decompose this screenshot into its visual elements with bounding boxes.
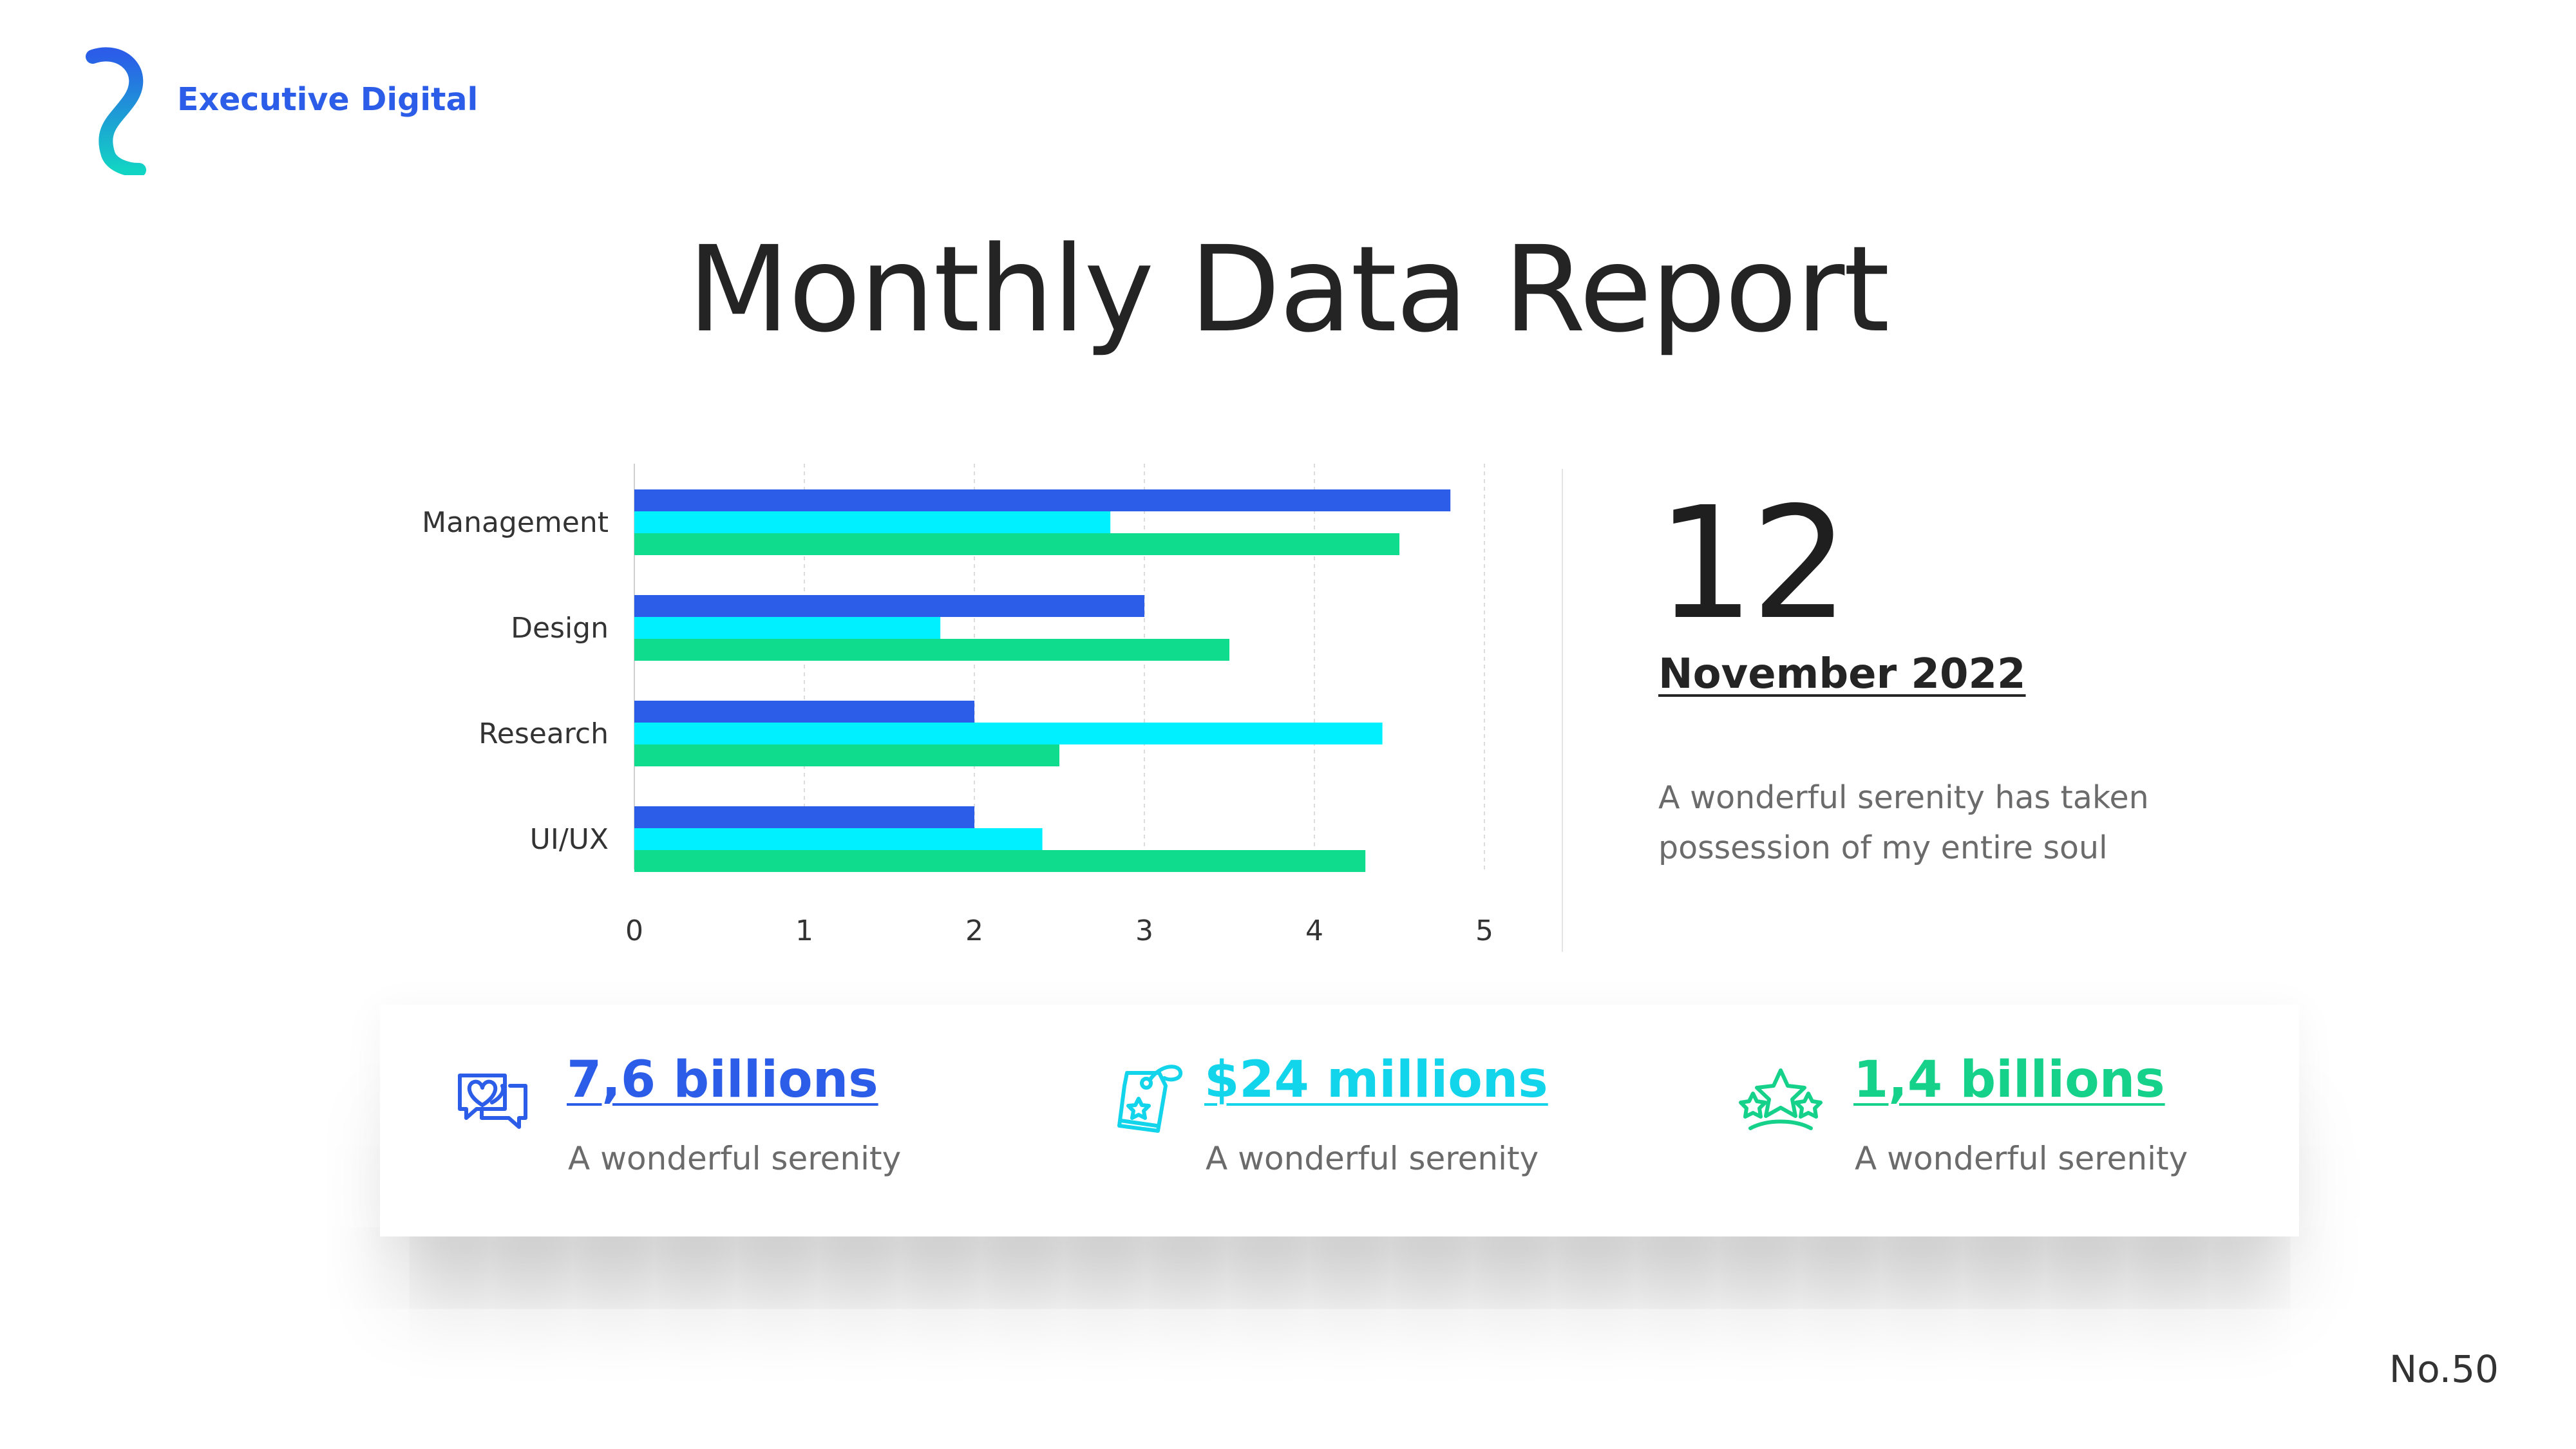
bar bbox=[634, 489, 1451, 511]
stat-value[interactable]: 7,6 billions bbox=[567, 1051, 878, 1109]
category-label: Management bbox=[422, 506, 609, 539]
bar bbox=[634, 533, 1399, 555]
stat-value[interactable]: 1,4 billions bbox=[1853, 1051, 2165, 1109]
tick-label: 0 bbox=[625, 914, 643, 947]
bar bbox=[634, 806, 974, 828]
category-label: Research bbox=[478, 717, 609, 750]
vertical-divider bbox=[1562, 469, 1563, 952]
bar bbox=[634, 595, 1144, 617]
date-month-year[interactable]: November 2022 bbox=[1658, 650, 2026, 698]
hearts-chat-icon bbox=[458, 1074, 527, 1129]
category-label: UI/UX bbox=[530, 823, 609, 856]
bar bbox=[634, 639, 1229, 661]
stars-icon bbox=[1739, 1068, 1823, 1130]
bar-chart: 0 1 2 3 4 5 Management Design Research UI/UX bbox=[422, 464, 1493, 947]
stats-panel bbox=[380, 1005, 2299, 1236]
stat-caption: A wonderful serenity bbox=[1855, 1140, 2188, 1177]
tick-label: 4 bbox=[1305, 914, 1323, 947]
tick-label: 1 bbox=[795, 914, 813, 947]
page-number: No.50 bbox=[2389, 1347, 2499, 1391]
stat-caption: A wonderful serenity bbox=[1206, 1140, 1539, 1177]
description-text: A wonderful serenity has taken possessio… bbox=[1658, 779, 2149, 866]
bar bbox=[634, 744, 1059, 766]
page-title: Monthly Data Report bbox=[687, 221, 1890, 359]
bar bbox=[634, 850, 1366, 872]
wave-logo-icon bbox=[86, 47, 146, 175]
brand-name: Executive Digital bbox=[177, 81, 478, 118]
bar bbox=[634, 828, 1043, 850]
price-tag-icon bbox=[1117, 1065, 1183, 1133]
date-day: 12 bbox=[1656, 473, 1849, 654]
bar bbox=[634, 511, 1111, 533]
stat-value[interactable]: $24 millions bbox=[1204, 1051, 1548, 1109]
category-label: Design bbox=[511, 612, 609, 645]
tick-label: 5 bbox=[1475, 914, 1493, 947]
bar bbox=[634, 723, 1383, 744]
stat-caption: A wonderful serenity bbox=[568, 1140, 902, 1177]
bar bbox=[634, 617, 941, 639]
tick-label: 3 bbox=[1135, 914, 1153, 947]
bar bbox=[634, 701, 974, 723]
tick-label: 2 bbox=[965, 914, 983, 947]
